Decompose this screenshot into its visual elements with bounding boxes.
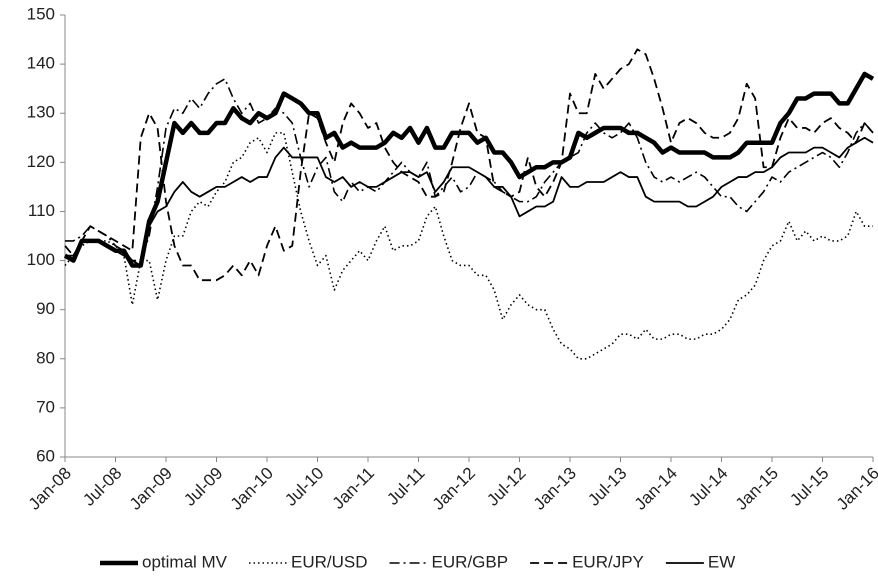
x-tick-label: Jul-12 [483, 464, 529, 510]
x-tick-label: Jul-10 [281, 464, 327, 510]
y-tick-label: 130 [27, 103, 55, 122]
legend-label: EUR/JPY [572, 552, 644, 571]
x-tick-label: Jul-13 [584, 464, 630, 510]
series-line [64, 132, 873, 360]
y-tick-label: 70 [36, 397, 55, 416]
legend-label: EUR/GBP [432, 552, 509, 571]
x-tick-label: Jan-14 [631, 464, 681, 514]
legend-label: EW [708, 552, 735, 571]
y-tick-label: 150 [27, 4, 55, 23]
y-tick-label: 120 [27, 152, 55, 171]
legend-label: EUR/USD [291, 552, 368, 571]
y-tick-label: 80 [36, 348, 55, 367]
x-tick-label: Jan-12 [429, 464, 479, 514]
x-tick-label: Jan-10 [227, 464, 277, 514]
y-tick-label: 90 [36, 299, 55, 318]
x-tick-label: Jan-08 [25, 464, 75, 514]
x-tick-label: Jan-11 [329, 464, 378, 513]
y-tick-label: 140 [27, 54, 55, 73]
x-tick-label: Jul-08 [79, 464, 125, 510]
x-tick-label: Jul-09 [180, 464, 226, 510]
y-tick-label: 100 [27, 250, 55, 269]
series-line [65, 136, 874, 267]
x-tick-label: Jan-13 [530, 464, 580, 514]
x-tick-label: Jan-15 [732, 464, 782, 514]
series-line [64, 48, 874, 282]
y-tick-label: 60 [36, 446, 55, 465]
x-tick-label: Jul-14 [685, 464, 731, 510]
x-tick-label: Jan-09 [126, 464, 176, 514]
x-tick-label: Jul-15 [786, 464, 832, 510]
series-line [63, 71, 875, 268]
y-tick-label: 110 [28, 201, 55, 220]
x-tick-label: Jul-11 [383, 464, 428, 509]
x-tick-label: Jan-16 [833, 464, 878, 514]
legend-label: optimal MV [142, 552, 228, 571]
